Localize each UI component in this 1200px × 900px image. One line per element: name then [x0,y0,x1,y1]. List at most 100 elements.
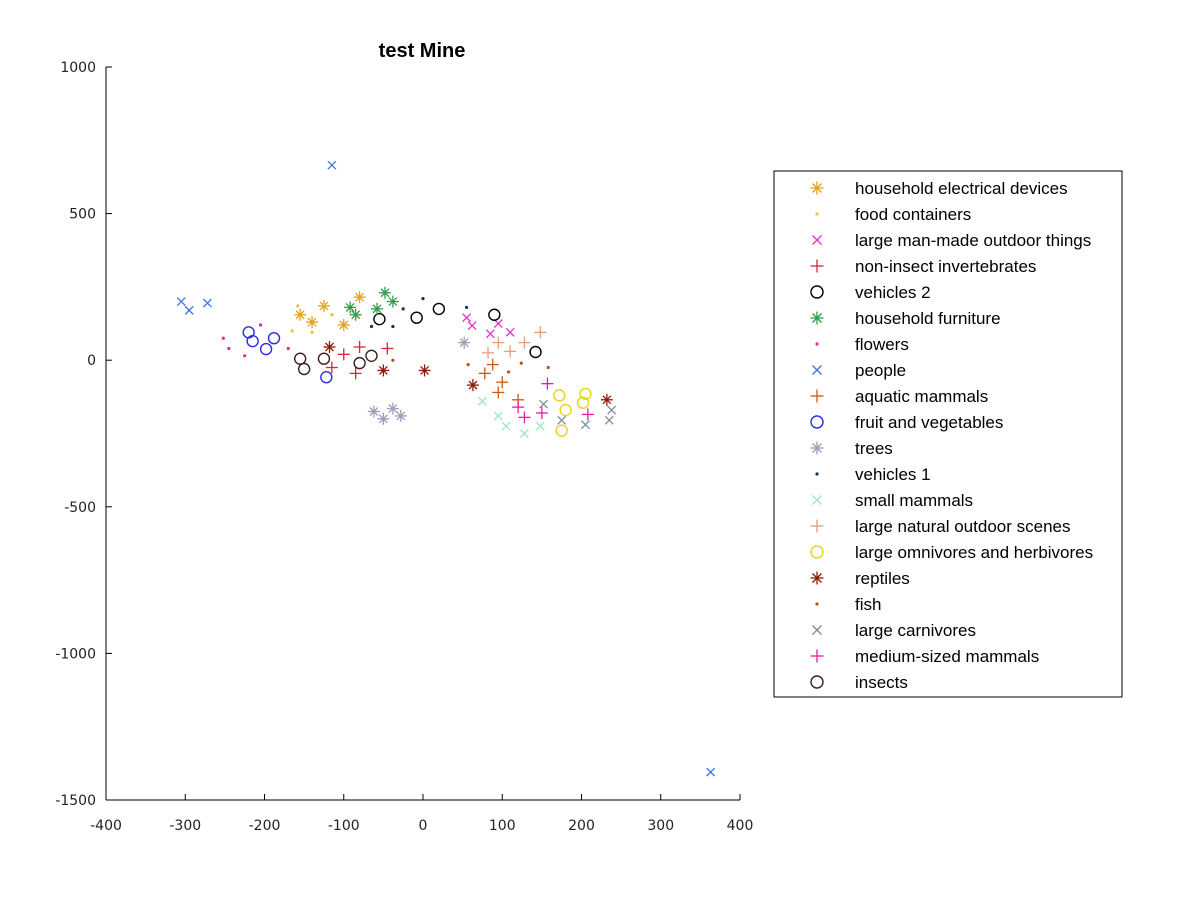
data-point [518,411,531,424]
legend-marker [810,441,824,455]
marker-stroke [607,405,617,415]
marker-stroke [505,327,515,337]
data-point [294,308,307,321]
data-point [349,308,362,321]
data-point [327,160,337,170]
marker-stroke [464,305,469,310]
y-tick-label: 1000 [60,60,96,76]
marker-stroke [369,324,374,329]
marker-stroke [345,302,355,312]
data-point [504,345,517,358]
marker-stroke [812,495,822,505]
data-point [325,361,338,374]
data-point [466,362,470,367]
x-tick-label: -400 [90,818,122,834]
data-point [322,302,326,307]
legend-marker [810,675,824,689]
data-point [246,334,259,348]
data-point [607,405,617,415]
data-point [386,402,399,415]
legend-marker [810,649,824,663]
legend-marker [815,472,819,476]
x-tick-label: 300 [647,818,674,834]
marker-stroke [290,329,294,333]
data-point [365,349,378,363]
marker-stroke [378,414,388,424]
y-axis-ticks: 1000 500 0 -500 -1000 -1500 [55,60,112,809]
marker-stroke [506,370,511,374]
y-tick-label: -500 [64,500,96,516]
legend-marker [810,571,824,585]
legend-item: large omnivores and herbivores [810,543,1093,562]
legend-item: large carnivores [812,621,976,640]
legend-label: non-insect invertebrates [855,257,1036,276]
data-point [458,336,471,349]
data-point [353,291,366,304]
marker-stroke [519,429,529,438]
legend-label: vehicles 1 [855,465,931,484]
legend-marker [810,259,824,273]
legend-label: aquatic mammals [855,387,988,406]
legend-marker [815,602,819,606]
marker-stroke [519,361,523,365]
marker-stroke [812,443,822,453]
data-point [534,326,547,339]
data-point [337,319,350,332]
legend-item: aquatic mammals [810,387,988,406]
data-point [576,396,590,409]
marker-stroke [576,396,590,409]
marker-stroke [327,160,337,170]
data-point [432,302,446,316]
data-point [505,327,515,337]
data-point [466,379,479,392]
data-point [467,321,477,331]
marker-stroke [462,313,472,323]
data-point [604,415,614,425]
data-point [184,305,194,315]
data-point [488,308,501,321]
y-tick-label: -1500 [55,793,96,809]
marker-stroke [604,415,614,425]
legend: household electrical devices food contain… [773,170,1123,698]
legend-item: household furniture [810,309,1001,328]
data-point [706,767,716,777]
data-point [377,412,390,425]
data-point [512,401,525,414]
marker-stroke [372,304,382,314]
data-point [478,367,491,380]
marker-stroke [373,312,386,326]
marker-stroke [812,625,822,635]
data-point [394,409,407,422]
x-axis-ticks: -400 -300 -200 -100 0 100 200 300 400 [90,794,753,834]
marker-stroke [706,767,716,777]
marker-stroke [246,334,259,348]
data-point [320,371,333,384]
marker-stroke [466,362,470,367]
axes [105,67,740,801]
legend-marker [810,181,824,195]
data-point [293,352,307,365]
data-point [535,421,545,431]
data-point [378,286,391,299]
marker-stroke [184,305,194,315]
data-point [371,302,384,315]
x-tick-label: 0 [419,818,428,834]
data-point [337,348,350,361]
marker-stroke [369,407,379,416]
marker-stroke [297,362,311,376]
legend-label: vehicles 2 [855,283,931,302]
data-point [518,336,531,349]
data-point [481,346,494,359]
data-point [369,324,374,329]
marker-stroke [810,675,824,689]
data-point [243,354,247,358]
data-point [464,305,469,310]
data-point [330,313,334,317]
marker-stroke [488,308,501,321]
legend-label: household furniture [855,309,1001,328]
data-point [477,396,487,406]
legend-label: food containers [855,205,971,224]
marker-stroke [815,472,819,476]
marker-stroke [293,352,307,365]
data-point [176,297,186,307]
